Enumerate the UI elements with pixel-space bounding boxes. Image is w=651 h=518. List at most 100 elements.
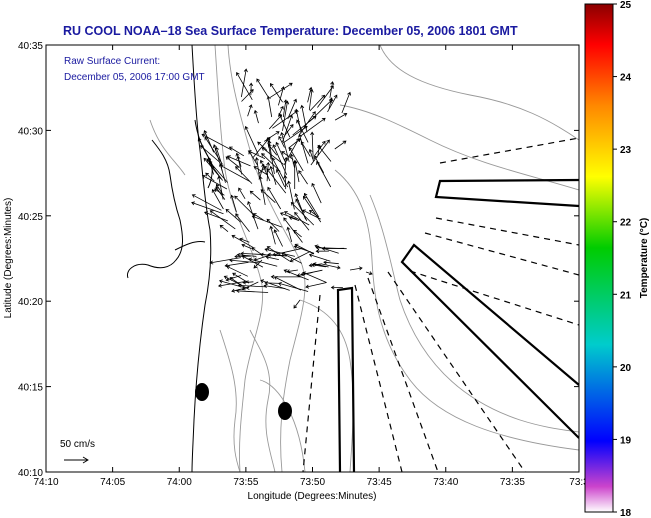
current-vector	[334, 140, 347, 150]
current-vector	[273, 276, 302, 291]
current-vector	[244, 125, 259, 155]
current-vector	[314, 155, 325, 174]
colorbar	[584, 3, 614, 513]
current-vector	[267, 186, 282, 210]
current-vector	[266, 168, 287, 194]
current-vector	[315, 245, 347, 250]
current-vector	[235, 213, 250, 232]
current-vector	[298, 170, 308, 185]
current-vector	[293, 299, 301, 309]
current-vector	[241, 68, 248, 98]
map-plot-area	[126, 45, 579, 472]
x-tick-label: 73:50	[300, 477, 325, 488]
current-vector	[253, 259, 263, 269]
current-vector	[341, 91, 351, 114]
current-vector	[296, 272, 313, 278]
current-vector	[349, 266, 363, 271]
colorbar-tick-label: 22	[620, 218, 632, 229]
current-vector	[256, 78, 269, 98]
plot-frame	[45, 44, 580, 473]
current-vector	[235, 152, 242, 167]
x-tick-label: 74:00	[167, 477, 192, 488]
current-vector	[225, 156, 240, 168]
y-axis-label: Latitude (Degrees:Minutes)	[3, 198, 14, 319]
current-vector	[242, 280, 254, 285]
current-vector	[311, 182, 322, 204]
current-vector	[248, 150, 258, 166]
current-vector	[310, 131, 315, 162]
x-tick-label: 73:45	[367, 477, 392, 488]
current-vector	[303, 192, 320, 218]
current-vector	[264, 280, 281, 286]
current-vector	[253, 166, 269, 176]
current-vector	[259, 159, 271, 182]
current-vector	[228, 146, 245, 157]
current-vector	[278, 105, 284, 117]
current-vector	[241, 255, 264, 268]
map-title: RU COOL NOAA–18 Sea Surface Temperature:…	[63, 24, 518, 38]
current-vector	[275, 141, 286, 163]
scale-arrow	[64, 456, 89, 464]
colorbar-tick-label: 18	[620, 508, 632, 518]
x-tick-label: 74:10	[33, 477, 58, 488]
current-vector	[253, 254, 271, 262]
current-vector	[257, 141, 268, 151]
current-vector	[225, 208, 242, 223]
surface-current-vectors	[191, 68, 373, 309]
current-vector	[273, 229, 283, 247]
current-vector	[287, 98, 297, 119]
current-label-line2: December 05, 2006 17:00 GMT	[64, 72, 205, 83]
x-tick-label: 73:40	[433, 477, 458, 488]
current-vector	[302, 195, 322, 223]
current-vector	[265, 137, 272, 160]
y-tick-label: 40:25	[18, 212, 43, 223]
current-vector	[253, 109, 259, 124]
current-vector	[275, 168, 286, 188]
x-axis-ticks: 74:10 74:05 74:00 73:55 73:50 73:45 73:40 73:35…	[33, 45, 589, 488]
current-vector	[237, 283, 267, 288]
x-tick-label: 73:55	[233, 477, 258, 488]
current-vector	[293, 159, 300, 183]
current-vector	[308, 88, 314, 111]
current-vector	[323, 260, 339, 265]
current-vector	[330, 285, 343, 290]
current-vector	[329, 81, 335, 98]
current-vector	[308, 263, 323, 268]
current-vector	[261, 153, 281, 172]
current-vector	[247, 201, 259, 230]
current-vector	[236, 252, 257, 257]
current-vector	[283, 211, 310, 226]
y-tick-label: 40:10	[18, 468, 43, 479]
current-vector	[283, 138, 300, 166]
colorbar-ticks: 25 24 23 22 21 20 19 18	[613, 0, 632, 518]
current-vector	[232, 272, 250, 284]
current-vector	[305, 282, 327, 289]
current-vector	[293, 245, 315, 254]
current-vector	[312, 262, 329, 268]
current-vector	[249, 190, 261, 201]
current-vector	[238, 187, 246, 200]
current-vector	[217, 175, 224, 200]
current-vector	[289, 153, 295, 168]
current-vector	[203, 157, 220, 176]
current-vector	[272, 144, 288, 175]
current-vector	[223, 275, 250, 290]
buoy-marker-2	[278, 402, 292, 420]
current-vector	[317, 144, 332, 162]
current-vector	[317, 85, 334, 108]
current-vector	[266, 161, 271, 182]
current-vector	[251, 247, 263, 255]
current-vector	[247, 104, 253, 117]
current-vector	[241, 243, 252, 250]
current-vector	[205, 172, 215, 182]
current-vector	[283, 124, 294, 137]
current-vector	[289, 250, 311, 263]
current-vector	[201, 175, 228, 190]
colorbar-label: Temperature (°C)	[639, 218, 650, 299]
current-vector	[278, 282, 309, 292]
current-vector	[241, 89, 254, 102]
current-vector	[240, 251, 266, 256]
current-vector	[266, 218, 280, 232]
current-vector	[211, 188, 224, 210]
x-axis-label: Longitude (Degrees:Minutes)	[248, 491, 377, 502]
